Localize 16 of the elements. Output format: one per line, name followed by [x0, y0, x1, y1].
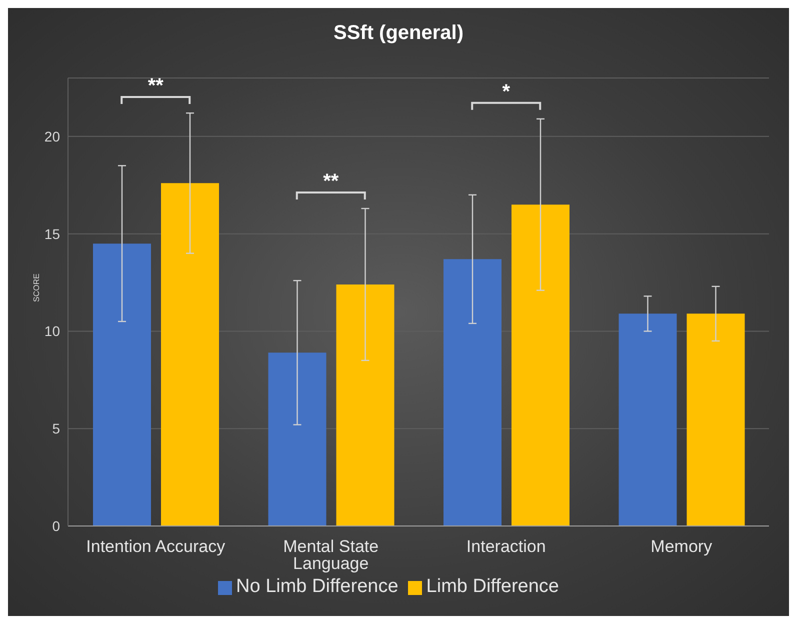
x-tick-label: Memory — [650, 537, 713, 556]
x-tick-label: Intention Accuracy — [86, 537, 226, 556]
chart-title: SSft (general) — [332, 22, 465, 45]
y-tick-label: 20 — [44, 128, 60, 144]
annotation: ** — [323, 170, 339, 193]
x-tick-label: Interaction — [466, 537, 546, 556]
y-tick-label: 0 — [52, 518, 60, 534]
y-tick-label: 10 — [44, 323, 60, 340]
annotation: * — [502, 80, 510, 103]
x-tick-label: Mental State Language — [283, 537, 379, 574]
y-tick-label: 15 — [44, 226, 60, 242]
legend-label: No Limb Difference — [236, 576, 398, 597]
annotation: ** — [148, 75, 164, 98]
y-axis-title: SCORE — [32, 274, 41, 302]
legend-label: Limb Difference — [426, 576, 559, 597]
y-tick-label: 5 — [52, 420, 60, 437]
